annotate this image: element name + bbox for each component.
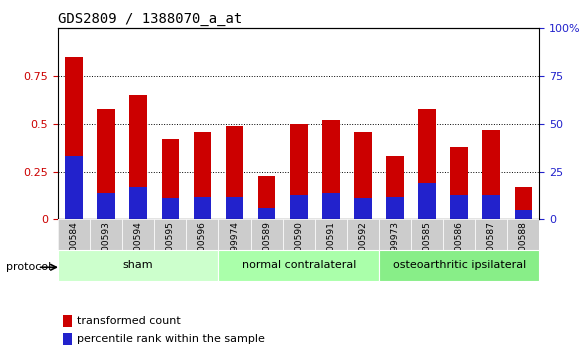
Bar — [379, 250, 539, 281]
Text: normal contralateral: normal contralateral — [241, 261, 356, 270]
FancyBboxPatch shape — [90, 219, 122, 250]
FancyBboxPatch shape — [315, 219, 347, 250]
Bar — [514, 187, 532, 219]
Text: GSM199974: GSM199974 — [230, 221, 239, 276]
FancyBboxPatch shape — [347, 219, 379, 250]
Text: GSM200591: GSM200591 — [327, 221, 335, 276]
Bar — [258, 208, 275, 219]
FancyBboxPatch shape — [122, 219, 154, 250]
Bar — [219, 250, 379, 281]
Text: percentile rank within the sample: percentile rank within the sample — [77, 334, 265, 344]
Bar — [354, 132, 372, 219]
Bar — [418, 183, 436, 219]
Text: GSM200596: GSM200596 — [198, 221, 207, 276]
Bar — [161, 199, 179, 219]
FancyBboxPatch shape — [251, 219, 282, 250]
Text: GSM200592: GSM200592 — [358, 221, 367, 276]
Bar — [290, 195, 307, 219]
Bar — [258, 176, 275, 219]
Text: protocol: protocol — [6, 262, 51, 272]
Bar — [58, 219, 539, 250]
Text: GSM200594: GSM200594 — [134, 221, 143, 276]
Bar — [97, 109, 115, 219]
Bar — [450, 195, 468, 219]
Text: GSM200586: GSM200586 — [455, 221, 463, 276]
FancyBboxPatch shape — [508, 219, 539, 250]
Text: GSM200588: GSM200588 — [519, 221, 528, 276]
FancyBboxPatch shape — [443, 219, 475, 250]
Bar — [386, 156, 404, 219]
Bar — [226, 126, 244, 219]
Bar — [322, 120, 340, 219]
FancyBboxPatch shape — [379, 219, 411, 250]
Bar — [129, 187, 147, 219]
Bar — [161, 139, 179, 219]
Text: GSM200593: GSM200593 — [102, 221, 111, 276]
Text: GSM200589: GSM200589 — [262, 221, 271, 276]
Bar — [129, 95, 147, 219]
Bar — [514, 210, 532, 219]
Bar — [386, 196, 404, 219]
Text: GSM200590: GSM200590 — [294, 221, 303, 276]
FancyBboxPatch shape — [154, 219, 186, 250]
Text: GDS2809 / 1388070_a_at: GDS2809 / 1388070_a_at — [58, 12, 242, 26]
Bar — [450, 147, 468, 219]
Bar — [354, 199, 372, 219]
Bar — [65, 57, 83, 219]
FancyBboxPatch shape — [186, 219, 219, 250]
Bar — [194, 196, 211, 219]
Bar — [63, 333, 72, 345]
Bar — [322, 193, 340, 219]
FancyBboxPatch shape — [58, 219, 90, 250]
FancyBboxPatch shape — [411, 219, 443, 250]
Bar — [65, 156, 83, 219]
Bar — [58, 250, 219, 281]
FancyBboxPatch shape — [219, 219, 251, 250]
Bar — [194, 132, 211, 219]
Bar — [483, 195, 500, 219]
Bar — [63, 315, 72, 327]
FancyBboxPatch shape — [475, 219, 508, 250]
Text: osteoarthritic ipsilateral: osteoarthritic ipsilateral — [393, 261, 526, 270]
Bar — [97, 193, 115, 219]
Bar — [483, 130, 500, 219]
Text: transformed count: transformed count — [77, 316, 181, 326]
Text: GSM200584: GSM200584 — [70, 221, 78, 276]
Text: GSM199973: GSM199973 — [390, 221, 400, 276]
Bar — [418, 109, 436, 219]
Bar — [290, 124, 307, 219]
Bar — [226, 196, 244, 219]
Text: GSM200585: GSM200585 — [423, 221, 432, 276]
FancyBboxPatch shape — [282, 219, 315, 250]
Text: GSM200587: GSM200587 — [487, 221, 496, 276]
Text: GSM200595: GSM200595 — [166, 221, 175, 276]
Text: sham: sham — [123, 261, 154, 270]
